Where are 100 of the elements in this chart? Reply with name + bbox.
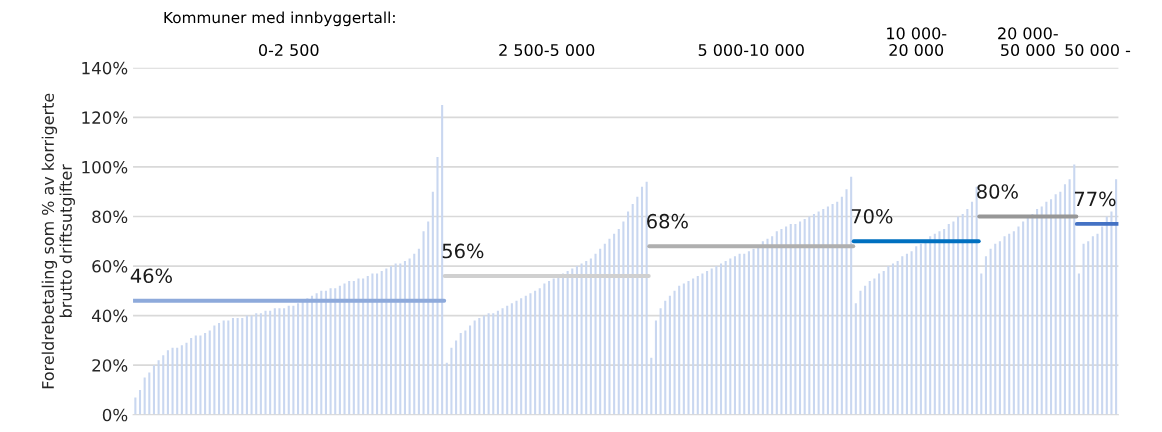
bar — [785, 226, 788, 415]
bar — [171, 347, 174, 415]
text: 10 000- 20 000 — [887, 27, 947, 57]
bar — [357, 278, 360, 415]
annotation: 56% — [442, 243, 484, 259]
bar — [966, 209, 969, 415]
bar — [1110, 211, 1113, 415]
bar — [706, 271, 709, 415]
bar — [775, 231, 778, 415]
bar — [566, 271, 569, 415]
bar — [673, 290, 676, 415]
annotation: 77% — [1074, 191, 1116, 207]
bar — [873, 278, 876, 415]
bar — [492, 313, 495, 415]
bar — [408, 258, 411, 415]
bar — [143, 377, 146, 415]
bar — [366, 275, 369, 415]
y-tick-label: 80% — [92, 210, 128, 224]
bar — [459, 332, 462, 415]
bar — [250, 315, 253, 415]
bar — [496, 310, 499, 415]
bar — [1091, 236, 1094, 415]
bar — [994, 243, 997, 415]
bar — [761, 241, 764, 415]
text: 50 000 - — [1065, 43, 1131, 57]
bar — [478, 318, 481, 415]
bar — [933, 233, 936, 415]
y-tick-label: 140% — [82, 61, 128, 75]
bar — [989, 248, 992, 415]
bar — [329, 288, 332, 415]
bar — [557, 275, 560, 415]
bar — [729, 258, 732, 415]
bar — [1040, 206, 1043, 415]
bar — [868, 280, 871, 415]
bar — [1082, 243, 1085, 415]
bar — [998, 241, 1001, 415]
bar — [627, 211, 630, 415]
bar — [645, 181, 648, 415]
bar — [538, 288, 541, 415]
bar — [506, 305, 509, 415]
bar — [947, 223, 950, 415]
bar — [422, 231, 425, 415]
text: 0-2 500 — [258, 43, 319, 57]
bar — [938, 231, 941, 415]
bar — [236, 318, 239, 415]
bar — [1115, 179, 1118, 415]
bar — [859, 290, 862, 415]
bar — [185, 342, 188, 415]
bar — [1087, 241, 1090, 415]
bar — [701, 273, 704, 415]
bar — [845, 189, 848, 415]
bar — [464, 330, 467, 415]
bar — [1017, 226, 1020, 415]
bar — [380, 271, 383, 415]
bar — [822, 209, 825, 415]
bar — [687, 280, 690, 415]
bar — [1036, 209, 1039, 415]
bar — [222, 320, 225, 415]
bar — [710, 268, 713, 415]
bar — [1031, 214, 1034, 415]
bar — [724, 261, 727, 415]
bar — [148, 372, 151, 415]
bar — [213, 325, 216, 415]
bar — [952, 221, 955, 415]
bar — [436, 157, 439, 415]
bar — [575, 266, 578, 415]
bar — [1073, 164, 1076, 415]
bar — [789, 223, 792, 415]
bar — [594, 253, 597, 415]
bar — [1054, 194, 1057, 415]
bar — [389, 266, 393, 415]
bar — [589, 258, 592, 415]
bar — [176, 347, 179, 415]
bar — [138, 389, 142, 415]
bar — [166, 350, 169, 415]
bar — [831, 204, 834, 415]
bar — [334, 288, 337, 415]
bar — [283, 308, 286, 415]
bar — [561, 273, 565, 415]
bar — [571, 268, 574, 415]
bar — [580, 263, 583, 415]
bar — [808, 216, 811, 415]
bar — [199, 335, 202, 415]
bar — [970, 201, 974, 415]
bar — [961, 214, 964, 415]
bar — [427, 221, 430, 415]
bar — [1077, 273, 1080, 415]
y-axis-title: Foreldrebetaling som % av korrigerte brutto driftsutgifter — [41, 93, 75, 389]
bar — [1045, 201, 1048, 415]
bar — [636, 196, 639, 415]
bar — [794, 223, 797, 415]
bar — [520, 298, 523, 415]
bar — [664, 300, 667, 415]
bar — [957, 216, 960, 415]
bar — [371, 273, 374, 415]
bar — [287, 305, 290, 415]
bar — [747, 251, 750, 415]
bar — [817, 211, 820, 415]
annotation: 46% — [130, 268, 172, 284]
bar — [245, 315, 248, 415]
